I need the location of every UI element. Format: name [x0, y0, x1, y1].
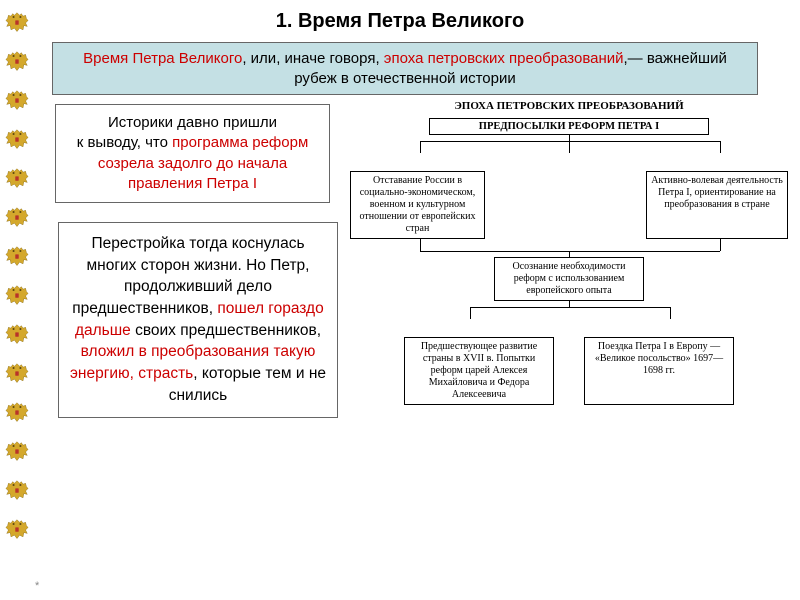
- box2-line2: к выводу, что: [77, 134, 172, 151]
- eagle-emblem-icon: [3, 439, 31, 465]
- eagle-emblem-icon: [3, 88, 31, 114]
- diagram-row-2: Осознание необходимости реформ с использ…: [350, 257, 788, 301]
- eagle-emblem-icon: [3, 166, 31, 192]
- eagle-emblem-icon: [3, 361, 31, 387]
- connector-row-1: [350, 135, 788, 153]
- eagle-emblem-icon: [3, 283, 31, 309]
- eagle-emblem-icon: [3, 49, 31, 75]
- eagle-emblem-icon: [3, 244, 31, 270]
- banner-red-1: Время Петра Великого: [83, 50, 242, 67]
- banner-box: Время Петра Великого, или, иначе говоря,…: [52, 42, 758, 95]
- box3-t6: , которые тем и не снились: [169, 365, 326, 404]
- footnote-marker: *: [35, 580, 39, 592]
- diagram-title: ЭПОХА ПЕТРОВСКИХ ПРЕОБРАЗОВАНИЙ: [350, 100, 788, 112]
- eagle-emblem-icon: [3, 478, 31, 504]
- connector-row-3: [350, 301, 788, 319]
- flowchart-diagram: ЭПОХА ПЕТРОВСКИХ ПРЕОБРАЗОВАНИЙ ПРЕДПОСЫ…: [350, 100, 788, 405]
- emblem-column: [3, 10, 31, 543]
- historians-box: Историки давно пришли к выводу, что прог…: [55, 104, 330, 203]
- box3-t4: своих предшественников,: [131, 322, 321, 339]
- diagram-row-3: Предшествующее развитие страны в XVII в.…: [350, 337, 788, 405]
- eagle-emblem-icon: [3, 322, 31, 348]
- box3-t1: Перестройка тогда коснулась: [91, 235, 304, 252]
- diagram-box-5: Поездка Петра I в Европу — «Великое посо…: [584, 337, 734, 405]
- eagle-emblem-icon: [3, 205, 31, 231]
- diagram-box-2: Активно-волевая деятельность Петра I, ор…: [646, 171, 788, 239]
- diagram-box-3: Осознание необходимости реформ с использ…: [494, 257, 644, 301]
- banner-red-2: эпоха петровских преобразований: [384, 50, 624, 67]
- box2-line1: Историки давно пришли: [108, 114, 277, 131]
- perestroika-box: Перестройка тогда коснулась многих сторо…: [58, 222, 338, 418]
- diagram-box-1: Отставание России в социально-экономичес…: [350, 171, 485, 239]
- diagram-row-1: Отставание России в социально-экономичес…: [350, 171, 788, 239]
- page-title: 1. Время Петра Великого: [276, 10, 525, 33]
- banner-text-1: , или, иначе говоря,: [242, 50, 383, 67]
- eagle-emblem-icon: [3, 127, 31, 153]
- eagle-emblem-icon: [3, 10, 31, 36]
- diagram-header: ПРЕДПОСЫЛКИ РЕФОРМ ПЕТРА I: [429, 118, 709, 135]
- eagle-emblem-icon: [3, 517, 31, 543]
- eagle-emblem-icon: [3, 400, 31, 426]
- diagram-box-4: Предшествующее развитие страны в XVII в.…: [404, 337, 554, 405]
